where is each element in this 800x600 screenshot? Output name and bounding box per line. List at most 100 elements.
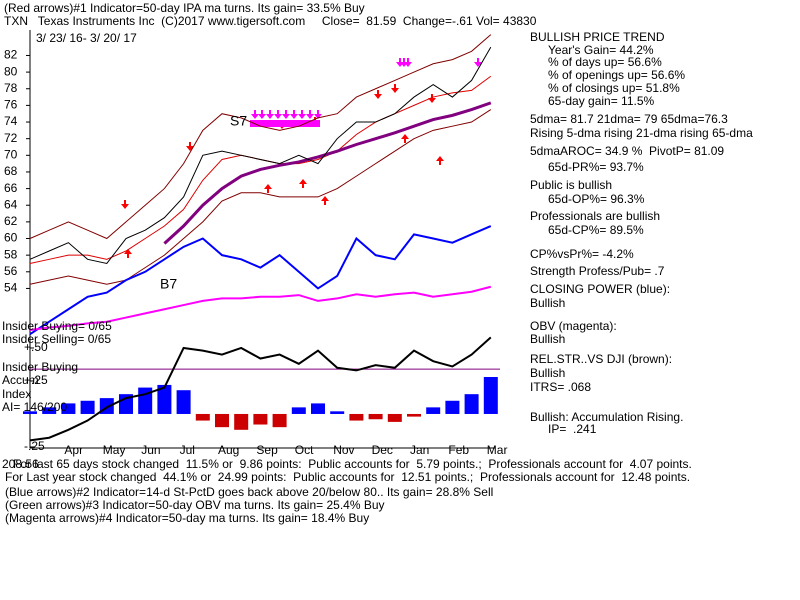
series-line xyxy=(29,46,492,265)
signal-arrow xyxy=(124,249,132,258)
series-line xyxy=(29,285,492,332)
chart-label: Insider Buying= 0/65 xyxy=(2,319,112,333)
accum-bar xyxy=(272,413,287,428)
sidebar-text: 5dma= 81.7 21dma= 79 65dma=76.3 xyxy=(530,112,728,126)
sidebar-text: Rising 5-dma rising 21-dma rising 65-dma xyxy=(530,126,753,140)
footer-text: (Blue arrows)#2 Indicator=14-d St-PctD g… xyxy=(5,485,493,499)
y-tick-label: 62 xyxy=(4,214,18,228)
sidebar-text: Strength Profess/Pub= .7 xyxy=(530,264,665,278)
y-tick-label: 60 xyxy=(4,231,18,245)
y-tick-label: 70 xyxy=(4,147,18,161)
signal-arrow xyxy=(274,110,282,119)
signal-arrow xyxy=(391,84,399,93)
signal-arrow xyxy=(121,200,129,209)
sidebar-text: % of closings up= 51.8% xyxy=(548,81,680,95)
signal-arrow xyxy=(428,94,436,103)
sidebar-text: REL.STR..VS DJI (brown): xyxy=(530,352,672,366)
y-tick-label: 80 xyxy=(4,64,18,78)
signal-arrow xyxy=(186,142,194,151)
sidebar-text: CP%vsPr%= -4.2% xyxy=(530,247,634,261)
accum-bar xyxy=(61,403,76,414)
signal-arrow xyxy=(282,110,290,119)
sidebar-text: Public is bullish xyxy=(530,178,612,192)
sidebar-text: Year's Gain= 44.2% xyxy=(548,43,654,57)
signal-arrow xyxy=(306,110,314,119)
x-tick-label: Aug xyxy=(218,443,239,457)
accum-bar xyxy=(42,407,57,414)
x-tick-label: Oct xyxy=(295,443,314,457)
sidebar-text: % of days up= 56.6% xyxy=(548,55,662,69)
accum-bar xyxy=(176,390,191,414)
y-tick-label: 74 xyxy=(4,114,18,128)
footer-text: For Last year stock changed 44.1% or 24.… xyxy=(5,470,690,484)
accum-bar xyxy=(311,403,325,414)
sidebar-text: 65d-CP%= 89.5% xyxy=(548,223,644,237)
signal-arrow xyxy=(290,110,298,119)
signal-arrow xyxy=(258,110,266,119)
x-tick-label: Jan xyxy=(410,443,429,457)
y-tick-label: +.50 xyxy=(24,340,48,354)
footer-text: For last 65 days stock changed 11.5% or … xyxy=(13,457,692,471)
accum-bar xyxy=(157,384,172,414)
y-tick-label: 76 xyxy=(4,98,18,112)
x-tick-label: Sep xyxy=(256,443,278,457)
sidebar-text: ITRS= .068 xyxy=(530,380,591,394)
x-tick-label: Feb xyxy=(448,443,469,457)
accum-bar xyxy=(445,400,460,414)
accum-bar xyxy=(253,413,268,425)
chart-label: AI= 146/200 xyxy=(2,400,67,414)
signal-arrow xyxy=(298,110,306,119)
y-tick-label: 82 xyxy=(4,48,18,62)
signal-arrow xyxy=(321,196,329,205)
accum-bar xyxy=(387,413,402,422)
accum-bar xyxy=(234,413,249,430)
sidebar-text: 65d-OP%= 96.3% xyxy=(548,192,645,206)
sidebar-text: 5dmaAROC= 34.9 % PivotP= 81.09 xyxy=(530,144,724,158)
date-range: 3/ 23/ 16- 3/ 20/ 17 xyxy=(36,31,137,45)
series-line xyxy=(29,225,492,336)
y-tick-label: 66 xyxy=(4,181,18,195)
sidebar-text: Bullish: Accumulation Rising. xyxy=(530,410,683,424)
x-tick-label: Jun xyxy=(141,443,160,457)
chart-label: Insider Buying xyxy=(2,360,78,374)
y-tick-label: 64 xyxy=(4,197,18,211)
chart-label: S7 xyxy=(230,113,247,129)
signal-arrow xyxy=(396,58,404,67)
signal-arrow xyxy=(474,58,482,67)
signal-arrow xyxy=(404,58,412,67)
chart-label: 208.56 xyxy=(2,457,39,471)
signal-arrow xyxy=(436,156,444,165)
y-tick-label: 58 xyxy=(4,247,18,261)
signal-band xyxy=(250,120,320,127)
sidebar-text: IP= .241 xyxy=(548,422,597,436)
y-tick-label: -.25 xyxy=(24,439,45,453)
y-tick-label: 68 xyxy=(4,164,18,178)
accum-bar xyxy=(195,413,210,421)
accum-bar xyxy=(368,413,383,420)
sidebar-text: Bullish xyxy=(530,296,565,310)
x-tick-label: Dec xyxy=(372,443,393,457)
x-tick-label: Jul xyxy=(180,443,195,457)
accum-bar xyxy=(349,413,364,421)
y-tick-label: 78 xyxy=(4,81,18,95)
chart-label: Insider Selling= 0/65 xyxy=(2,332,111,346)
footer-text: (Magenta arrows)#4 Indicator=50-day ma t… xyxy=(5,511,369,525)
accum-bar xyxy=(407,413,421,417)
chart-label: B7 xyxy=(160,276,177,292)
series-line xyxy=(29,34,492,240)
signal-arrow xyxy=(374,90,382,99)
accum-bar xyxy=(426,407,441,414)
y-tick-label: +.25 xyxy=(24,373,48,387)
chart-label: Index xyxy=(2,387,31,401)
accum-bar xyxy=(330,411,345,414)
x-tick-label: May xyxy=(103,443,126,457)
sidebar-text: BULLISH PRICE TREND xyxy=(530,30,665,44)
footer-text: (Green arrows)#3 Indicator=50-day OBV ma… xyxy=(5,498,385,512)
sidebar-text: % of openings up= 56.6% xyxy=(548,68,685,82)
accum-bar xyxy=(464,394,479,414)
chart-label: Accum xyxy=(2,373,39,387)
accum-bar xyxy=(215,413,229,428)
accum-bar xyxy=(80,400,95,414)
signal-arrow xyxy=(400,58,408,67)
